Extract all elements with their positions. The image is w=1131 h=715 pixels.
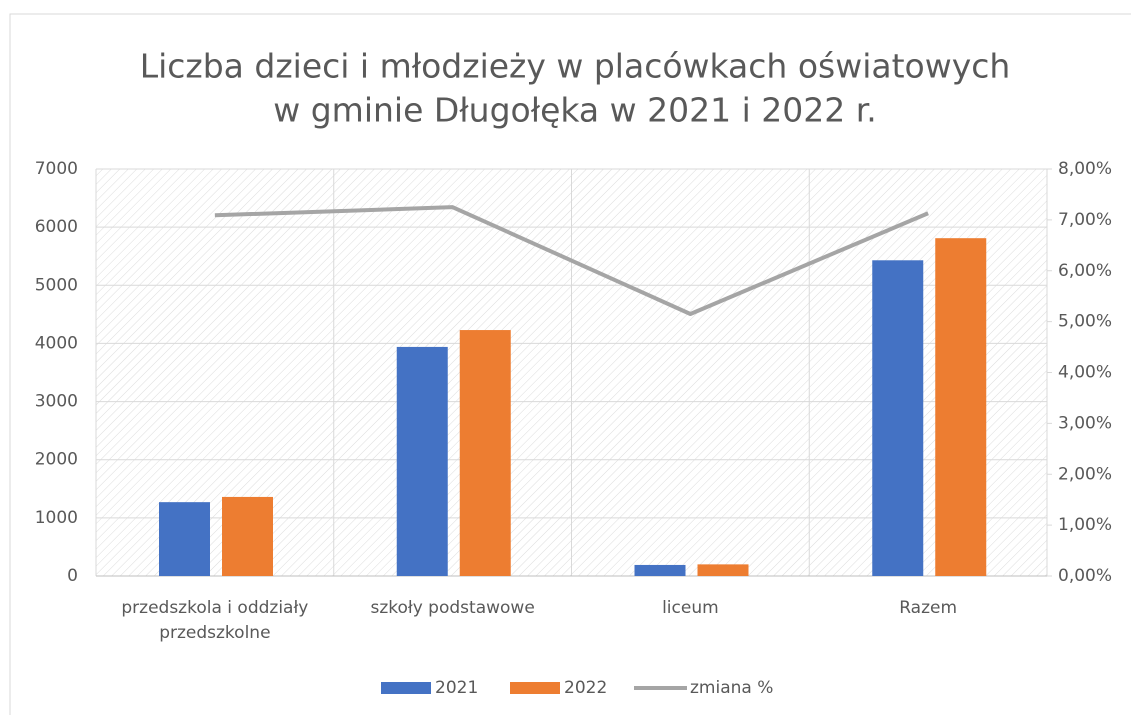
y-tick-label: 2000 (35, 450, 78, 470)
bar (634, 564, 686, 576)
y2-tick-label: 7,00% (1058, 210, 1112, 230)
legend-label: 2021 (435, 678, 478, 698)
bar (159, 502, 210, 576)
y-tick-label: 0 (67, 566, 78, 586)
y2-tick-label: 8,00% (1058, 159, 1112, 179)
y-tick-label: 5000 (35, 275, 78, 295)
bar (697, 564, 749, 576)
y2-tick-label: 6,00% (1058, 261, 1112, 281)
y-tick-label: 7000 (35, 159, 78, 179)
y2-tick-label: 3,00% (1058, 413, 1112, 433)
bar (222, 496, 273, 576)
chart-title: w gminie Długołęka w 2021 i 2022 r. (273, 91, 877, 130)
y2-tick-label: 4,00% (1058, 363, 1112, 383)
legend-label: zmiana % (690, 678, 773, 698)
bar (872, 260, 924, 576)
bar (459, 330, 511, 576)
y-tick-label: 6000 (35, 217, 78, 237)
line (214, 205, 929, 316)
y-tick-label: 1000 (35, 508, 78, 528)
y2-tick-label: 0,00% (1058, 566, 1112, 586)
bar (935, 238, 987, 576)
legend-swatch (381, 682, 431, 694)
legend-label: 2022 (564, 678, 607, 698)
chart-title: Liczba dzieci i młodzieży w placówkach o… (140, 47, 1011, 86)
bar (396, 346, 448, 576)
x-tick-label: przedszkola i oddziały przedszkolne (121, 598, 309, 643)
x-tick-label: szkoły podstawowe (370, 598, 535, 618)
legend-swatch (510, 682, 560, 694)
y-tick-label: 3000 (35, 392, 78, 412)
y2-tick-label: 5,00% (1058, 312, 1112, 332)
y-tick-label: 4000 (35, 333, 78, 353)
x-tick-label: liceum (662, 598, 719, 618)
y2-tick-label: 1,00% (1058, 515, 1112, 535)
y2-tick-label: 2,00% (1058, 464, 1112, 484)
x-tick-label: Razem (899, 598, 958, 618)
